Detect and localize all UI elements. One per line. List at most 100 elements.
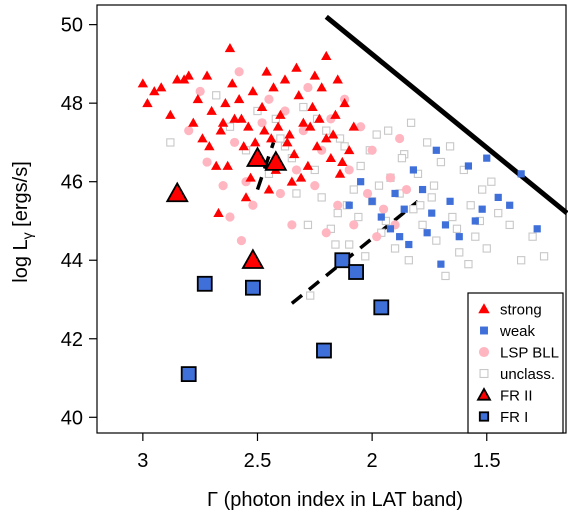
point-weak xyxy=(357,178,365,186)
point-strong xyxy=(259,125,270,135)
point-unclass xyxy=(539,252,549,261)
point-fr-ii xyxy=(165,181,189,203)
point-unclass xyxy=(445,142,455,151)
point-lsp-bll xyxy=(234,67,244,77)
point-strong xyxy=(204,141,215,151)
point-weak xyxy=(533,225,541,233)
y-tick-label: 40 xyxy=(61,407,83,429)
legend-marker-lsp-bll xyxy=(478,346,490,358)
point-strong xyxy=(211,160,222,170)
point-strong xyxy=(321,50,332,60)
point-lsp-bll xyxy=(275,188,286,199)
point-strong xyxy=(188,117,199,127)
point-lsp-bll xyxy=(236,235,247,246)
point-strong xyxy=(279,74,291,84)
legend-marker-unclass xyxy=(479,368,489,379)
point-strong xyxy=(266,133,277,143)
point-lsp-bll xyxy=(229,137,240,148)
point-weak xyxy=(405,240,413,249)
point-unclass xyxy=(436,157,446,167)
point-unclass xyxy=(413,169,423,178)
point-fr-i xyxy=(245,279,261,296)
point-fr-ii xyxy=(241,248,265,269)
point-strong xyxy=(332,74,343,84)
point-weak xyxy=(386,225,395,233)
point-strong xyxy=(261,66,272,76)
point-lsp-bll xyxy=(321,228,331,238)
y-tick-label: 46 xyxy=(61,172,83,194)
point-lsp-bll xyxy=(310,181,320,191)
point-unclass xyxy=(406,118,416,127)
point-strong xyxy=(222,160,233,170)
point-strong xyxy=(243,121,254,131)
series-fr-i xyxy=(180,252,390,383)
point-weak xyxy=(483,154,491,162)
legend-marker-strong xyxy=(478,303,490,314)
point-weak xyxy=(517,170,525,178)
point-strong xyxy=(334,168,346,178)
point-lsp-bll xyxy=(349,220,359,230)
y-tick-label: 44 xyxy=(61,250,83,272)
point-lsp-bll xyxy=(303,82,313,93)
point-lsp-bll xyxy=(257,118,267,128)
point-weak xyxy=(368,197,376,205)
point-weak xyxy=(506,201,514,209)
point-lsp-bll xyxy=(225,212,235,222)
point-unclass xyxy=(487,177,496,186)
point-strong xyxy=(316,82,327,92)
point-weak xyxy=(400,205,408,213)
point-unclass xyxy=(459,165,468,175)
y-tick-label: 42 xyxy=(61,329,83,351)
point-strong xyxy=(238,141,249,151)
point-unclass xyxy=(322,126,331,135)
x-axis-label: Γ (photon index in LAT band) xyxy=(207,489,463,511)
point-unclass xyxy=(482,244,491,253)
point-lsp-bll xyxy=(248,200,258,210)
point-unclass xyxy=(478,185,487,194)
legend-box xyxy=(467,292,564,434)
point-unclass xyxy=(374,181,384,190)
point-unclass xyxy=(452,224,462,233)
dashed-boundary-line-2 xyxy=(290,199,420,305)
point-strong xyxy=(325,152,337,163)
point-unclass xyxy=(429,181,439,190)
point-lsp-bll xyxy=(195,86,205,96)
x-tick-label: 3 xyxy=(137,450,148,472)
point-strong xyxy=(172,74,183,84)
point-strong xyxy=(307,101,318,111)
point-strong xyxy=(311,141,323,151)
point-weak xyxy=(409,166,417,174)
y-axis-label: log Lγ [ergs/s] xyxy=(10,161,35,283)
point-strong xyxy=(227,78,238,88)
point-unclass xyxy=(466,201,475,210)
point-strong xyxy=(215,125,227,135)
x-tick-label: 2.5 xyxy=(244,450,272,472)
series-strong xyxy=(137,42,359,218)
point-unclass xyxy=(335,134,345,143)
point-strong xyxy=(309,70,321,80)
y-tick-label: 48 xyxy=(61,93,83,115)
point-strong xyxy=(337,156,348,166)
point-unclass xyxy=(372,130,381,139)
legend-label-lsp-bll: LSP BLL xyxy=(500,345,559,362)
legend-marker-weak xyxy=(480,326,488,335)
point-unclass xyxy=(441,271,450,281)
legend-label-fr-i: FR I xyxy=(500,409,528,426)
point-strong xyxy=(275,109,286,119)
legend-marker-fr-ii xyxy=(476,387,492,401)
point-strong xyxy=(213,207,224,218)
point-unclass xyxy=(464,260,473,269)
point-unclass xyxy=(432,236,441,245)
point-unclass xyxy=(253,106,262,116)
point-fr-i xyxy=(196,275,213,292)
point-weak xyxy=(423,229,431,237)
point-strong xyxy=(286,176,298,186)
point-lsp-bll xyxy=(287,220,297,230)
point-lsp-bll xyxy=(184,126,194,136)
point-unclass xyxy=(409,205,418,214)
point-unclass xyxy=(333,208,342,218)
series-weak xyxy=(345,146,541,268)
point-unclass xyxy=(264,169,274,178)
axes-layer: 40 42 44 46 48 50 3 2.5 2 1.5 xyxy=(61,15,501,472)
